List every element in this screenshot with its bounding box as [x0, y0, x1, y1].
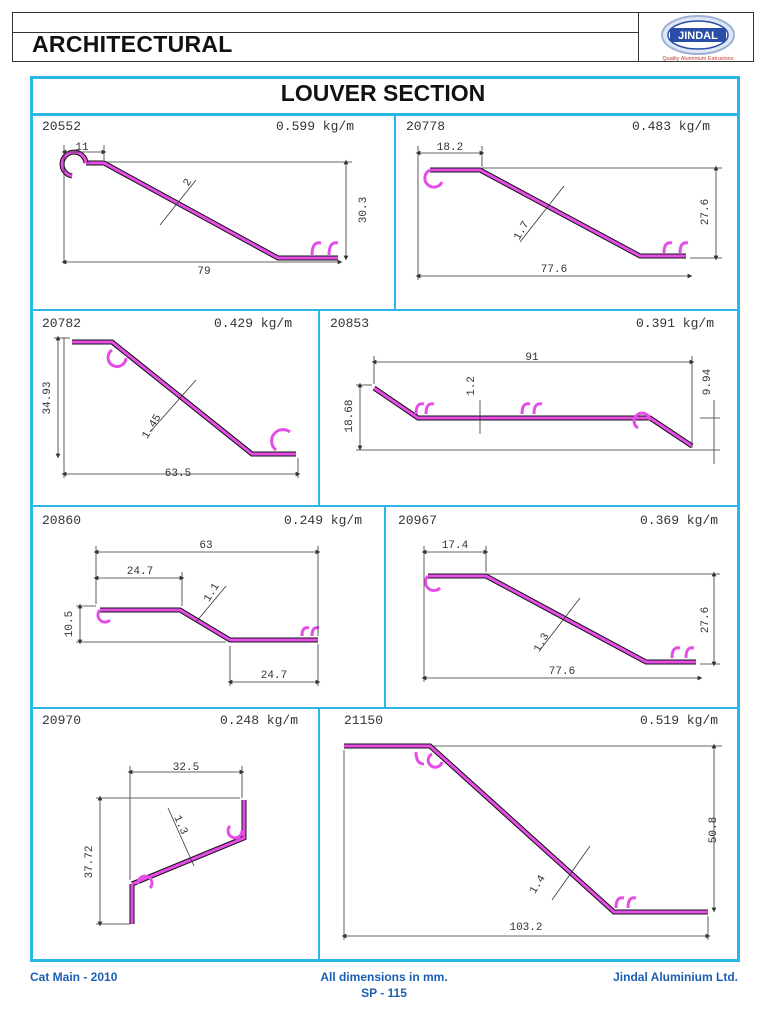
- dim-label: 50.8: [708, 817, 720, 843]
- dim-label: 18.2: [437, 142, 463, 154]
- section-code-20970: 20970: [42, 713, 82, 728]
- dim-label: 77.6: [541, 264, 567, 276]
- dim-label: 79: [197, 266, 210, 278]
- dim-label: 11: [75, 142, 89, 154]
- profile-20552: [59, 149, 339, 261]
- profile-21150: [344, 743, 708, 915]
- dim-label: 18.68: [344, 399, 356, 432]
- section-code-21150: 21150: [344, 713, 384, 728]
- dim-label: 1.4: [528, 873, 549, 896]
- dim-label: 91: [525, 352, 539, 364]
- dim-label: 10.5: [64, 611, 76, 637]
- dim-label: 1.3: [170, 814, 189, 837]
- dim-label: 24.7: [261, 670, 287, 682]
- profile-20970: [129, 800, 247, 924]
- dim-label: 77.6: [549, 666, 575, 678]
- grid-line: [318, 311, 320, 506]
- dim-label: 32.5: [173, 762, 199, 774]
- dim-label: 1.1: [202, 581, 223, 604]
- section-code-20967: 20967: [398, 513, 438, 528]
- profile-20860: [96, 607, 320, 643]
- section-weight-20778: 0.483 kg/m: [632, 119, 711, 134]
- grid-line: [384, 507, 386, 708]
- grid-line: [30, 707, 740, 709]
- section-weight-20552: 0.599 kg/m: [276, 119, 355, 134]
- footer-dimensions-note: All dimensions in mm.: [320, 970, 448, 984]
- dim-label: 103.2: [509, 922, 542, 934]
- section-weight-21150: 0.519 kg/m: [640, 713, 719, 728]
- section-weight-20782: 0.429 kg/m: [214, 316, 293, 331]
- header-box: [12, 12, 754, 62]
- dim-label: 2: [181, 177, 195, 189]
- section-code-20853: 20853: [330, 316, 370, 331]
- grid-line: [30, 309, 740, 311]
- header-logo-divider: [638, 12, 639, 62]
- dim-label: 1.2: [466, 376, 478, 396]
- footer-company: Jindal Aluminium Ltd.: [613, 970, 738, 984]
- dim-label: 63.5: [165, 468, 191, 480]
- section-code-20860: 20860: [42, 513, 82, 528]
- dim-label: 27.6: [700, 199, 712, 225]
- grid-line: [318, 709, 320, 961]
- section-weight-20970: 0.248 kg/m: [220, 713, 299, 728]
- footer-page-number: SP - 115: [361, 986, 407, 1000]
- logo-wordmark: JINDAL: [678, 30, 718, 42]
- section-code-20552: 20552: [42, 119, 82, 134]
- grid-line: [394, 116, 396, 310]
- dim-label: 30.3: [358, 197, 370, 223]
- profile-20782: [72, 339, 296, 457]
- jindal-logo: JINDAL Quality Aluminium Extrusions: [650, 14, 746, 62]
- section-code-20778: 20778: [406, 119, 446, 134]
- profile-20778: [423, 167, 689, 259]
- dim-label: 1.45: [140, 413, 164, 442]
- dim-label: 17.4: [442, 540, 469, 552]
- section-title: LOUVER SECTION: [280, 80, 486, 106]
- logo-tagline: Quality Aluminium Extrusions: [662, 56, 734, 62]
- section-weight-20853: 0.391 kg/m: [636, 316, 715, 331]
- profile-20853: [372, 385, 694, 449]
- dim-label: 1.7: [512, 219, 532, 242]
- grid-line: [30, 113, 740, 116]
- section-weight-20860: 0.249 kg/m: [284, 513, 363, 528]
- section-weight-20967: 0.369 kg/m: [640, 513, 719, 528]
- grid-line: [30, 505, 740, 507]
- dim-label: 24.7: [127, 566, 153, 578]
- page-category-title: ARCHITECTURAL: [32, 31, 233, 57]
- dim-label: 27.6: [700, 607, 712, 633]
- dim-label: 63: [199, 540, 212, 552]
- dim-label: 1.3: [532, 631, 552, 654]
- louver-frame: [30, 76, 740, 962]
- dim-label: 34.93: [42, 381, 54, 414]
- section-code-20782: 20782: [42, 316, 82, 331]
- footer-catalog: Cat Main - 2010: [30, 970, 118, 984]
- header-divider: [12, 32, 638, 33]
- logo-emblem-icon: JINDAL: [661, 15, 735, 55]
- dim-label: 9.94: [702, 368, 714, 395]
- profile-20967: [424, 573, 696, 665]
- dim-label: 37.72: [84, 845, 96, 878]
